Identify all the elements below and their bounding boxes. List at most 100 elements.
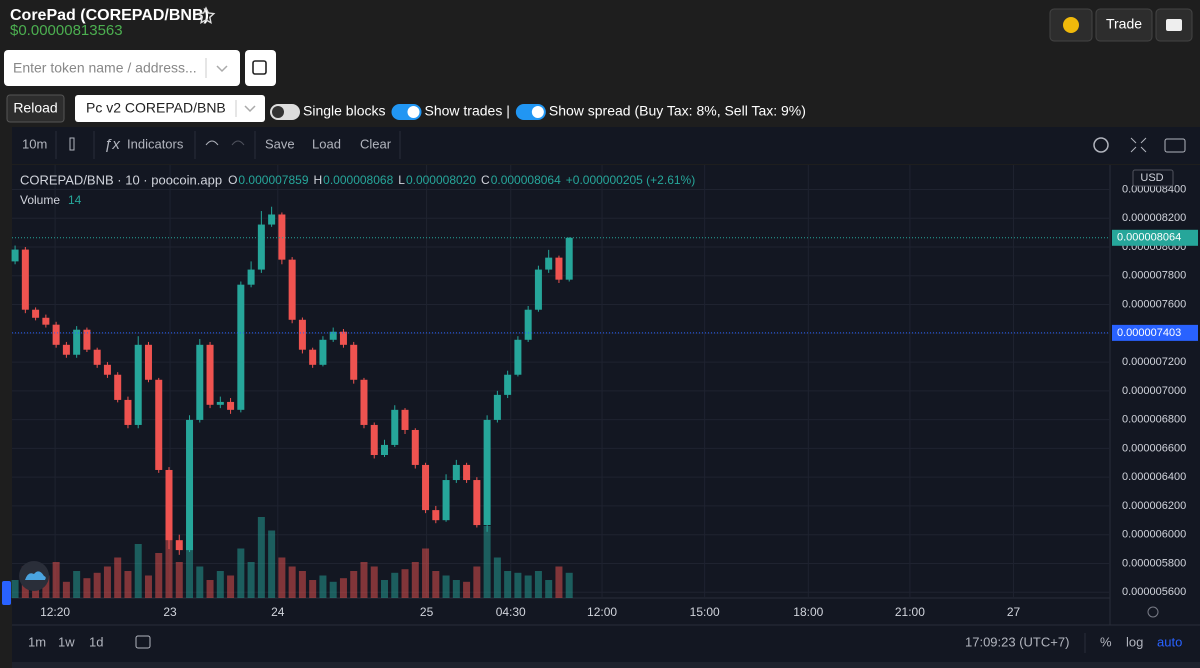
candle-body [216, 401, 224, 405]
y-tick-label: 0.000007200 [1122, 356, 1186, 368]
candle-body [103, 364, 111, 375]
volume-bar [329, 581, 337, 598]
reload-label: Reload [13, 100, 57, 116]
candle-body [380, 444, 388, 456]
log-button[interactable]: log [1126, 634, 1143, 649]
volume-bar [32, 584, 40, 598]
legend-value: 0.000007859 [238, 173, 308, 187]
percent-button[interactable]: % [1100, 634, 1112, 649]
candle-body [124, 399, 132, 425]
candle-body [555, 257, 563, 280]
candle-body [93, 349, 101, 365]
clear-button[interactable]: Clear [360, 136, 392, 151]
fullscreen-icon[interactable] [1130, 137, 1147, 153]
volume-bar [237, 548, 245, 598]
volume-bar [52, 562, 60, 598]
volume-bar [278, 557, 286, 598]
volume-bar [165, 521, 173, 598]
auto-button[interactable]: auto [1157, 634, 1182, 649]
logo-icon [25, 571, 46, 580]
pair-label: Pc v2 COREPAD/BNB [86, 100, 226, 116]
candle-body [463, 464, 471, 481]
axis-settings-icon[interactable] [1147, 606, 1159, 618]
date-range-icon[interactable] [135, 635, 151, 649]
volume-bar [114, 557, 122, 598]
candle-body [165, 469, 173, 541]
settings-icon[interactable] [1093, 137, 1109, 153]
candle-body [155, 379, 163, 470]
candle-body [339, 331, 347, 345]
sidebar-toggle[interactable] [2, 581, 11, 605]
volume-bar [534, 571, 542, 598]
interval-button[interactable]: 10m [22, 136, 47, 151]
volume-bar [11, 580, 19, 598]
volume-bar [555, 566, 563, 598]
volume-bar [380, 580, 388, 598]
volume-bar [514, 572, 522, 598]
x-tick-label: 21:00 [895, 605, 925, 619]
volume-bar [257, 517, 265, 598]
candle-body [227, 401, 235, 410]
volume-bar [288, 566, 296, 598]
candle-body [288, 259, 296, 320]
volume-bar [432, 571, 440, 598]
volume-bar [483, 526, 491, 598]
legend-symbol: COREPAD/BNB · 10 · poocoin.app [20, 172, 222, 187]
wallet-icon [1166, 19, 1182, 31]
range-button[interactable]: 1m [28, 634, 46, 649]
range-button[interactable]: 1w [58, 634, 75, 649]
x-tick-label: 18:00 [793, 605, 823, 619]
candle-body [114, 374, 122, 400]
candle-body [175, 540, 183, 551]
volume-bar [422, 548, 430, 598]
currency-select[interactable] [1132, 169, 1174, 187]
volume-bar [319, 575, 327, 598]
volume-bar [545, 580, 553, 598]
y-tick-label: 0.000007600 [1122, 298, 1186, 310]
legend-key: L [398, 173, 405, 187]
redo-icon[interactable] [231, 140, 245, 146]
range-button[interactable]: 1d [89, 634, 103, 649]
search-input[interactable] [4, 50, 240, 86]
candle-body [134, 344, 142, 425]
reload-button[interactable] [6, 94, 65, 123]
x-tick-label: 12:20 [40, 605, 70, 619]
candle-body [473, 480, 481, 526]
legend-key: H [314, 173, 323, 187]
save-button[interactable]: Save [265, 136, 295, 151]
edit-button[interactable] [245, 50, 276, 86]
pair-select[interactable] [75, 95, 265, 122]
volume-bar [442, 575, 450, 598]
volume-bar [155, 553, 163, 598]
favorite-star[interactable] [196, 6, 216, 24]
volume-bar [309, 580, 317, 598]
candle-body [524, 309, 532, 340]
legend-values: O 0.000007859 H 0.000008068 L 0.000008020 C 0.0… [228, 173, 695, 187]
x-tick-label: 12:00 [587, 605, 617, 619]
candle-body [442, 480, 450, 521]
tab-strip [12, 662, 1200, 668]
candle-body [247, 269, 255, 285]
y-tick-label: 0.000007000 [1122, 385, 1186, 397]
volume-bar [103, 566, 111, 598]
volume-bar [62, 581, 70, 598]
x-tick-label: 24 [271, 605, 285, 619]
toggle-label: Show spread (Buy Tax: 8%, Sell Tax: 9%) [549, 103, 806, 119]
candle-type-icon[interactable] [69, 137, 75, 151]
volume-bar [93, 572, 101, 598]
load-button[interactable]: Load [312, 136, 341, 151]
indicators-button[interactable]: Indicators [127, 136, 184, 151]
candle-body [52, 324, 60, 345]
legend-value: 0.000008068 [323, 173, 393, 187]
legend-value: 0.000008064 [491, 173, 561, 187]
volume-bar [401, 569, 409, 598]
toggle-group: Single blocks Show trades | Show spread (B… [270, 103, 806, 120]
trade-button[interactable] [1095, 8, 1153, 42]
screenshot-icon[interactable] [1164, 138, 1186, 153]
undo-icon[interactable] [205, 140, 219, 146]
candle-body [545, 257, 553, 270]
candle-body [360, 379, 368, 425]
search-placeholder: Enter token name / address... [13, 60, 197, 76]
volume-bar [42, 575, 50, 598]
